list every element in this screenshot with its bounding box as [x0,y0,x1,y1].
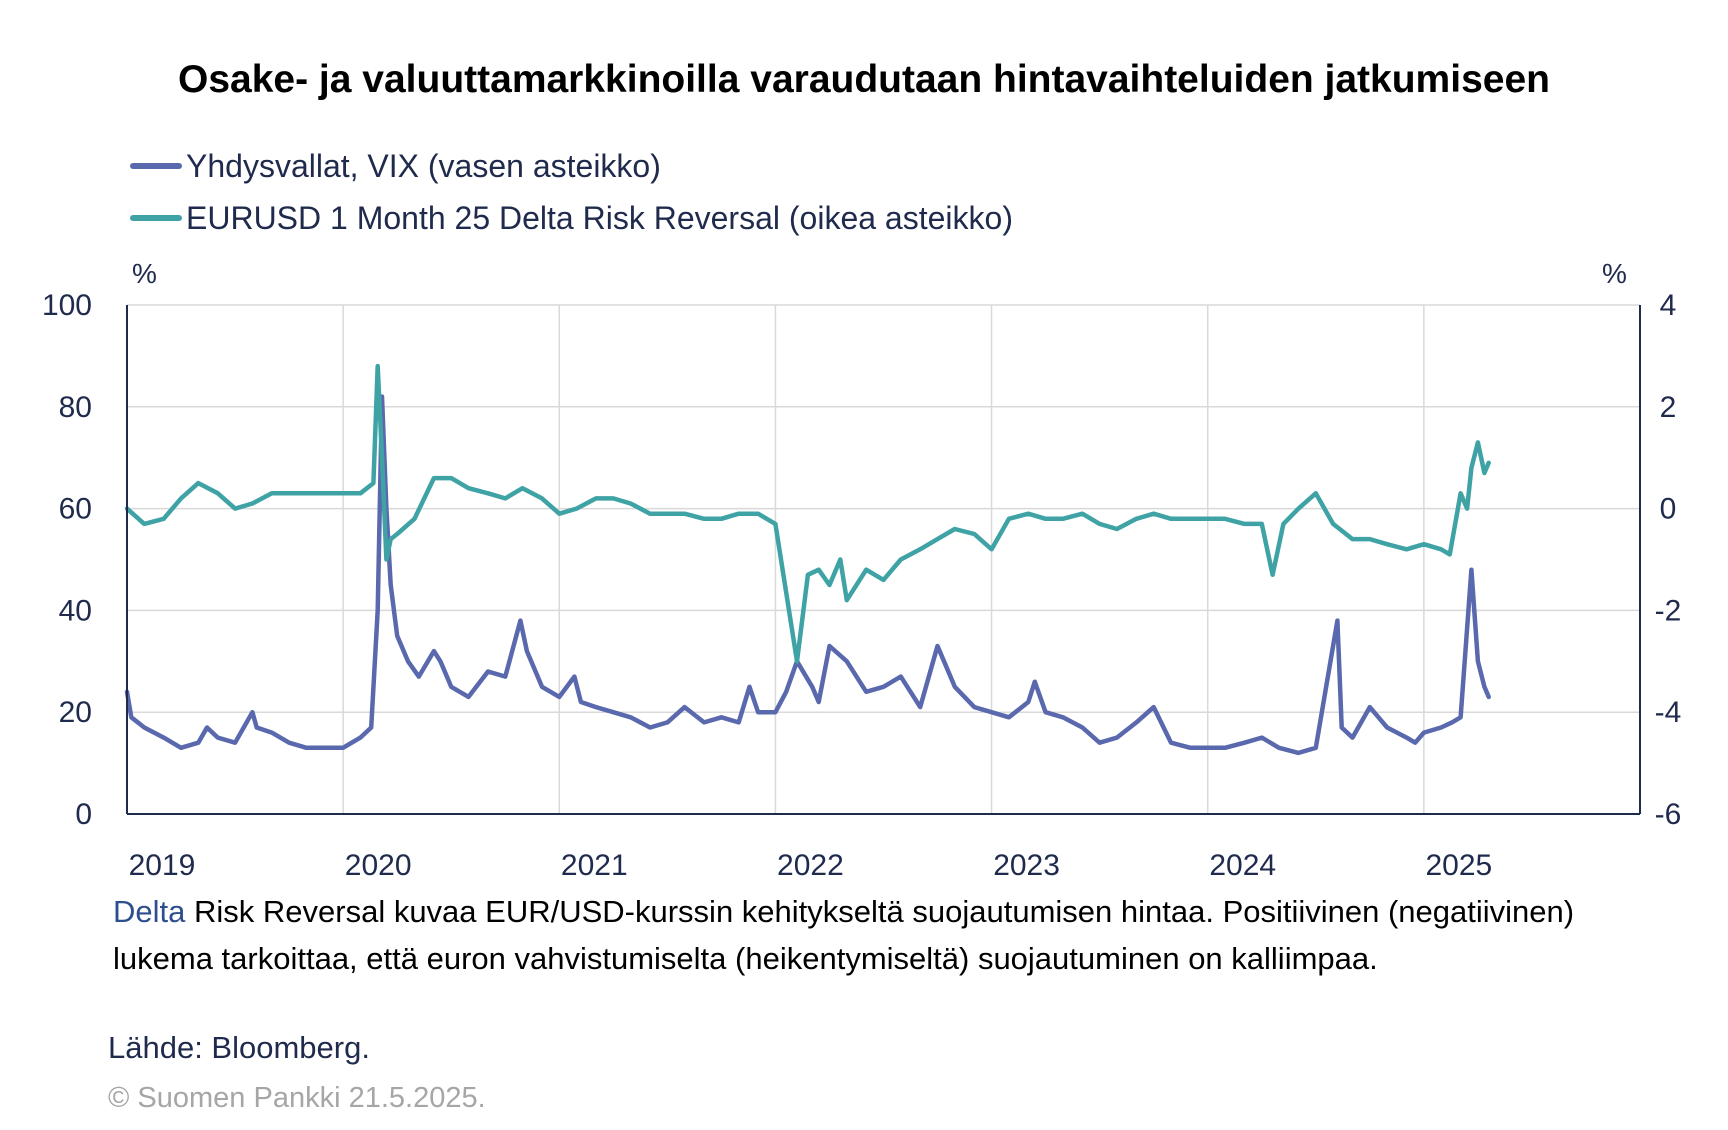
right-tick-label: 0 [1660,493,1677,526]
legend-swatch-risk-reversal [130,215,182,221]
x-tick-label: 2025 [1425,849,1492,880]
x-tick-label: 2021 [561,849,628,880]
axes [126,305,1641,815]
series-lines [124,363,1491,756]
chart-copyright: © Suomen Pankki 21.5.2025. [108,1082,486,1114]
left-tick-label: 40 [59,594,92,627]
legend-item-risk-reversal: EURUSD 1 Month 25 Delta Risk Reversal (o… [130,192,1013,244]
left-tick-label: 20 [59,696,92,729]
x-tick-label: 2023 [993,849,1060,880]
x-tick-label: 2024 [1209,849,1276,880]
note-lead: Delta [113,894,186,929]
right-axis-unit: % [1602,258,1627,289]
left-tick-label: 60 [59,493,92,526]
right-tick-label: 4 [1660,289,1677,322]
chart-plot: 0 20 40 60 80 100 -6 -4 -2 0 2 4 2019 2020 2021 2022 202… [42,289,1681,880]
legend-swatch-vix [130,163,182,169]
chart-title: Osake- ja valuuttamarkkinoilla varauduta… [178,58,1550,101]
note-text: Risk Reversal kuvaa EUR/USD-kurssin kehi… [113,894,1575,976]
chart-source: Lähde: Bloomberg. [108,1030,370,1065]
left-tick-label: 0 [75,798,92,831]
right-tick-label: -2 [1655,594,1682,627]
x-tick-label: 2020 [345,849,412,880]
tick-labels: 0 20 40 60 80 100 -6 -4 -2 0 2 4 2019 2020 2021 2022 202… [42,289,1681,880]
right-tick-label: -6 [1655,798,1682,831]
right-tick-label: 2 [1660,391,1677,424]
grid-lines [127,304,1640,814]
chart-note: Delta Risk Reversal kuvaa EUR/USD-kurssi… [113,888,1653,982]
legend-item-vix: Yhdysvallat, VIX (vasen asteikko) [130,140,1013,192]
left-tick-label: 100 [42,289,92,322]
series-line-vix [124,394,1491,756]
right-tick-label: -4 [1655,696,1682,729]
left-axis-unit: % [132,258,157,289]
x-tick-label: 2022 [777,849,844,880]
series-line-risk-reversal [124,363,1491,664]
left-tick-label: 80 [59,391,92,424]
x-tick-label: 2019 [129,849,196,880]
chart-legend: Yhdysvallat, VIX (vasen asteikko) EURUSD… [130,140,1013,244]
legend-label-vix: Yhdysvallat, VIX (vasen asteikko) [186,147,661,184]
legend-label-risk-reversal: EURUSD 1 Month 25 Delta Risk Reversal (o… [186,199,1013,236]
